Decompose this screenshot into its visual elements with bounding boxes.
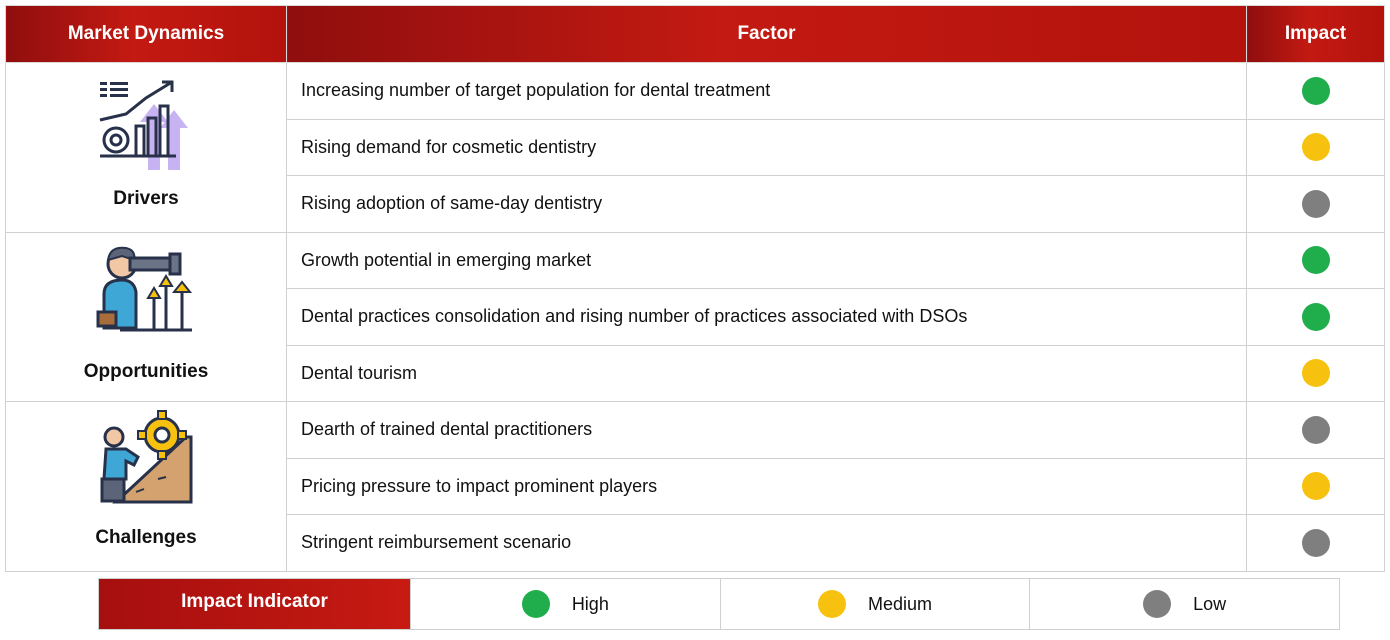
factor-cell: Dearth of trained dental practitioners	[286, 401, 1247, 459]
medium-impact-dot	[817, 590, 846, 618]
category-label: Drivers	[113, 188, 179, 209]
medium-impact-dot	[1301, 472, 1330, 501]
header-market-dynamics: Market Dynamics	[5, 5, 287, 63]
category-opportunities: Opportunities	[5, 231, 287, 402]
category-drivers: Drivers	[5, 62, 287, 233]
medium-impact-dot	[1301, 359, 1330, 388]
impact-cell	[1246, 175, 1385, 233]
table-row: Drivers Increasing number of target popu…	[5, 62, 1385, 233]
legend-label: Medium	[867, 593, 933, 614]
high-impact-dot	[521, 590, 550, 618]
legend-item-high: High	[410, 579, 720, 629]
low-impact-dot	[1301, 415, 1330, 444]
category-challenges: Challenges	[5, 401, 287, 572]
impact-cell	[1246, 62, 1385, 120]
impact-cell	[1246, 401, 1385, 459]
legend-item-medium: Medium	[719, 579, 1030, 629]
impact-cell	[1246, 344, 1385, 402]
table-row: Rising adoption of same-day dentistry	[6, 175, 1385, 233]
legend-item-low: Low	[1029, 579, 1339, 629]
market-dynamics-table: Market Dynamics Factor Impact	[5, 5, 1385, 572]
header-factor: Factor	[286, 5, 1247, 63]
factor-cell: Rising adoption of same-day dentistry	[286, 175, 1247, 233]
factor-cell: Increasing number of target population f…	[286, 62, 1247, 120]
medium-impact-dot	[1301, 133, 1330, 162]
impact-cell	[1246, 514, 1385, 572]
factor-cell: Pricing pressure to impact prominent pla…	[286, 457, 1247, 515]
table-row: Dental tourism	[6, 344, 1385, 402]
impact-legend: Impact Indicator High Medium Low	[98, 578, 1340, 630]
category-label: Opportunities	[83, 360, 209, 382]
factor-cell: Dental practices consolidation and risin…	[286, 288, 1247, 346]
low-impact-dot	[1143, 590, 1172, 618]
growth-chart-icon	[99, 80, 188, 170]
factor-cell: Growth potential in emerging market	[286, 231, 1247, 289]
table-row: Opportunities Growth potential in emergi…	[5, 231, 1385, 402]
high-impact-dot	[1301, 76, 1330, 105]
low-impact-dot	[1301, 189, 1330, 218]
category-label: Challenges	[95, 527, 197, 548]
table-header-row: Market Dynamics Factor Impact	[5, 5, 1385, 63]
impact-cell	[1246, 231, 1385, 289]
factor-cell: Dental tourism	[286, 344, 1247, 402]
legend-title: Impact Indicator	[99, 579, 410, 629]
factor-cell: Rising demand for cosmetic dentistry	[286, 118, 1247, 176]
legend-label: Low	[1193, 593, 1227, 614]
climber-gear-icon	[100, 410, 193, 504]
legend-label: High	[571, 593, 609, 614]
impact-cell	[1246, 288, 1385, 346]
high-impact-dot	[1301, 302, 1330, 331]
factor-cell: Stringent reimbursement scenario	[286, 514, 1247, 572]
telescope-person-icon	[96, 246, 193, 331]
table-row: Challenges Dearth of trained dental prac…	[5, 401, 1385, 572]
table-row: Stringent reimbursement scenario	[6, 514, 1385, 572]
impact-cell	[1246, 118, 1385, 176]
high-impact-dot	[1301, 246, 1330, 275]
header-impact: Impact	[1246, 5, 1385, 63]
low-impact-dot	[1301, 528, 1330, 557]
impact-cell	[1246, 457, 1385, 515]
table-row: Pricing pressure to impact prominent pla…	[6, 457, 1385, 515]
